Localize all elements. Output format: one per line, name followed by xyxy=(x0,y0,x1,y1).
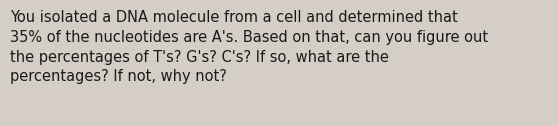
Text: You isolated a DNA molecule from a cell and determined that
35% of the nucleotid: You isolated a DNA molecule from a cell … xyxy=(10,10,488,84)
